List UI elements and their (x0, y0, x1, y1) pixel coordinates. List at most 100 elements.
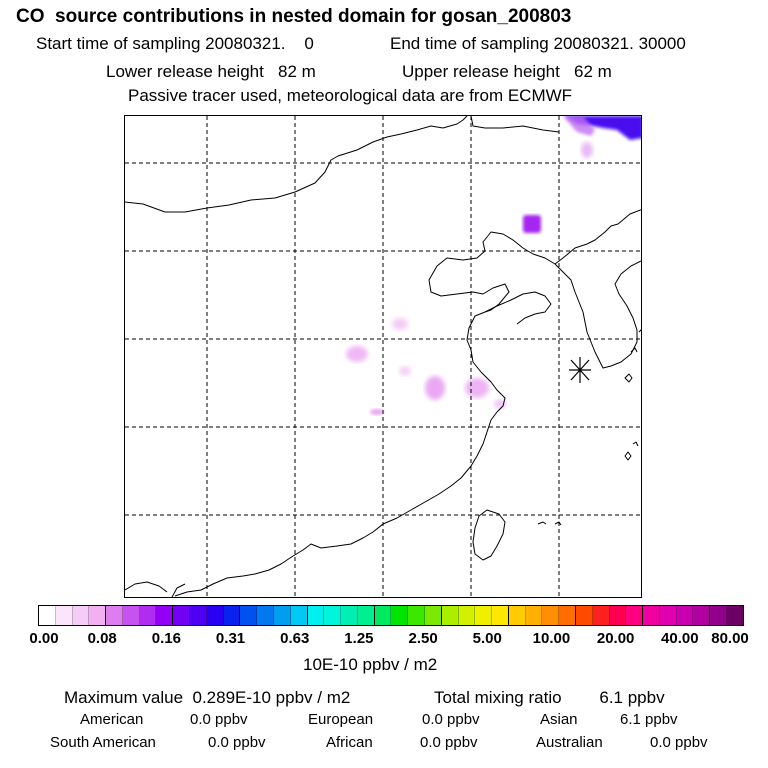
colorbar-swatch (122, 606, 140, 625)
colorbar-tick-label: 1.25 (344, 630, 374, 647)
start-time: Start time of sampling 20080321. 0 (36, 34, 314, 54)
graticule (125, 116, 641, 597)
map-panel (124, 115, 642, 598)
colorbar-tick-label: 2.50 (408, 630, 438, 647)
upper-height-label: Upper release height (402, 62, 560, 81)
colorbar-tick-label: 0.16 (151, 630, 181, 647)
colorbar-tick-label: 20.00 (596, 630, 635, 647)
max-label: Maximum value (64, 688, 184, 707)
region-african-label: African (326, 734, 373, 751)
receptor-marker-icon (569, 357, 591, 383)
colorbar-tick-label: 5.00 (472, 630, 502, 647)
colorbar-swatch (139, 606, 157, 625)
region-australian-label: Australian (536, 734, 603, 751)
colorbar-swatch (727, 606, 743, 625)
start-time-value: 20080321. 0 (205, 34, 314, 53)
total-mixing-ratio: Total mixing ratio 6.1 ppbv (434, 688, 665, 708)
plume-south (370, 409, 384, 415)
colorbar-swatch (542, 606, 560, 625)
map-title: CO source contributions in nested domain… (16, 6, 572, 27)
lower-release-height: Lower release height 82 m (106, 62, 316, 82)
colorbar-tick-label: 40.00 (661, 630, 699, 647)
colorbar-swatch (374, 606, 392, 625)
concentration-plumes (346, 116, 641, 415)
end-time: End time of sampling 20080321. 30000 (390, 34, 686, 54)
region-american-label: American (80, 711, 144, 728)
plume-northeast-tail (581, 142, 593, 158)
colorbar-swatch (626, 606, 644, 625)
colorbar-swatch (290, 606, 308, 625)
region-european-label: European (308, 711, 374, 728)
colorbar-tick-label: 0.08 (87, 630, 117, 647)
colorbar-swatch (676, 606, 694, 625)
colorbar-tick-label: 0.00 (29, 630, 59, 647)
plume-west-1 (346, 346, 368, 362)
total-value: 6.1 ppbv (599, 688, 665, 707)
plume-central (399, 366, 411, 376)
colorbar-swatch (609, 606, 627, 625)
colorbar-swatch (106, 606, 123, 625)
region-european-value: 0.0 ppbv (422, 711, 480, 728)
region-asian-value: 6.1 ppbv (620, 711, 678, 728)
map-canvas (125, 116, 641, 597)
colorbar-unit: 10E-10 ppbv / m2 (303, 655, 438, 674)
colorbar-swatch (424, 606, 442, 625)
colorbar-swatch (206, 606, 224, 625)
colorbar-swatch (592, 606, 610, 625)
colorbar-swatch (408, 606, 425, 625)
colorbar-swatch (39, 606, 56, 625)
plume-bohai-patch (523, 215, 541, 233)
lower-height-value: 82 m (278, 62, 316, 81)
colorbar-swatch (273, 606, 291, 625)
colorbar-swatch (391, 606, 409, 625)
colorbar-tick-label: 80.00 (711, 630, 749, 647)
upper-height-value: 62 m (574, 62, 612, 81)
colorbar-tick-label: 0.31 (215, 630, 246, 647)
start-time-label: Start time of sampling (36, 34, 201, 53)
plume-northeast-halo (563, 116, 595, 136)
coastlines (125, 116, 641, 597)
colorbar-swatch (559, 606, 576, 625)
colorbar-tick-label: 0.63 (280, 630, 310, 647)
plume-west-2 (392, 318, 408, 330)
colorbar-swatch (475, 606, 493, 625)
colorbar-swatch (576, 606, 593, 625)
colorbar-swatch (357, 606, 375, 625)
colorbar-swatch (492, 606, 509, 625)
colorbar-swatch (659, 606, 677, 625)
region-south-american-value: 0.0 ppbv (208, 734, 266, 751)
colorbar-swatch (173, 606, 191, 625)
colorbar-swatch (441, 606, 459, 625)
region-south-american-label: South American (50, 734, 156, 751)
colorbar-swatch (458, 606, 476, 625)
colorbar-swatch (710, 606, 728, 625)
max-value: 0.289E-10 ppbv / m2 (192, 688, 351, 707)
lower-height-label: Lower release height (106, 62, 264, 81)
colorbar-swatch (324, 606, 342, 625)
colorbar-swatch (341, 606, 358, 625)
plume-east-2 (465, 378, 489, 398)
end-time-value: 20080321. 30000 (553, 34, 686, 53)
colorbar-swatch (508, 606, 526, 625)
total-label: Total mixing ratio (434, 688, 562, 707)
region-african-value: 0.0 ppbv (420, 734, 478, 751)
colorbar-swatch (525, 606, 543, 625)
colorbar-swatch (307, 606, 325, 625)
colorbar (38, 605, 744, 626)
end-time-label: End time of sampling (390, 34, 549, 53)
colorbar-swatch (643, 606, 660, 625)
colorbar-swatch (89, 606, 107, 625)
colorbar-swatch (223, 606, 241, 625)
maximum-value: Maximum value 0.289E-10 ppbv / m2 (64, 688, 350, 708)
region-australian-value: 0.0 ppbv (650, 734, 708, 751)
colorbar-swatch (72, 606, 90, 625)
region-american-value: 0.0 ppbv (190, 711, 248, 728)
colorbar-swatch (257, 606, 274, 625)
colorbar-swatch (240, 606, 258, 625)
plume-east-1 (425, 376, 445, 400)
upper-release-height: Upper release height 62 m (402, 62, 612, 82)
colorbar-swatch (693, 606, 711, 625)
colorbar-swatch (156, 606, 174, 625)
tracer-note: Passive tracer used, meteorological data… (128, 86, 573, 105)
region-asian-label: Asian (540, 711, 578, 728)
